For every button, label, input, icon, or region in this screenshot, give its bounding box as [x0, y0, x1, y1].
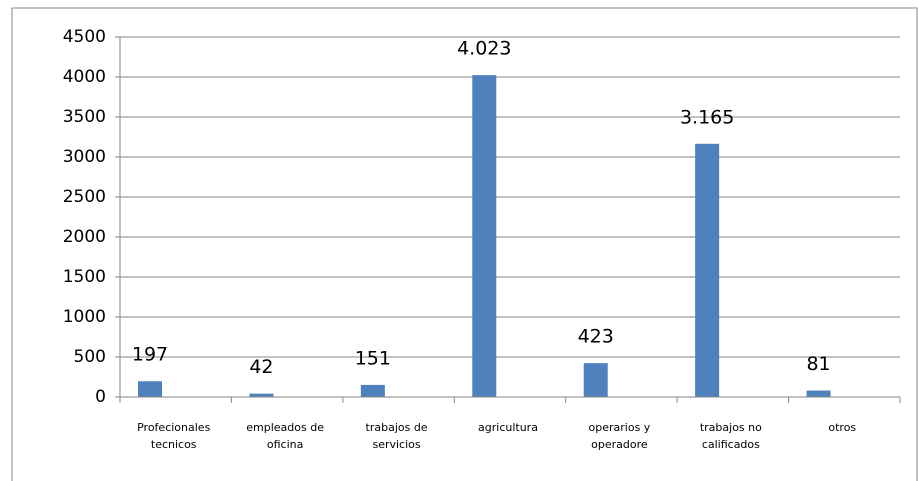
chart-frame [11, 7, 918, 481]
bar [138, 381, 162, 397]
data-label: 423 [578, 326, 614, 348]
data-label: 151 [355, 347, 391, 369]
x-tick-label: trabajos no calificados [699, 421, 762, 451]
x-tick-label: Profecionales tecnicos [137, 421, 211, 451]
y-tick-label: 500 [74, 347, 106, 367]
y-tick-label: 1500 [63, 267, 106, 287]
bar [583, 363, 608, 397]
data-label: 197 [132, 344, 168, 366]
x-tick-label: operarios y operadore [588, 421, 651, 451]
data-label: 42 [249, 356, 273, 378]
x-tick-label: otros [828, 421, 857, 434]
data-label: 4.023 [457, 38, 511, 60]
bar [249, 393, 274, 397]
bar [472, 75, 497, 397]
y-tick-label: 3500 [63, 107, 106, 127]
bar [360, 384, 385, 397]
x-tick-label: empleados de oficina [246, 421, 324, 451]
y-tick-label: 4500 [63, 27, 106, 47]
y-tick-label: 2000 [63, 227, 106, 247]
x-tick-label: trabajos de servicios [365, 421, 428, 451]
data-label: 3.165 [680, 106, 734, 128]
y-tick-label: 3000 [63, 147, 106, 167]
bar [806, 390, 831, 397]
y-tick-label: 0 [95, 387, 106, 407]
y-tick-label: 4000 [63, 67, 106, 87]
y-tick-label: 1000 [63, 307, 106, 327]
y-tick-label: 2500 [63, 187, 106, 207]
x-tick-label: agricultura [478, 421, 538, 434]
bar [695, 143, 720, 397]
data-label: 81 [806, 353, 830, 375]
